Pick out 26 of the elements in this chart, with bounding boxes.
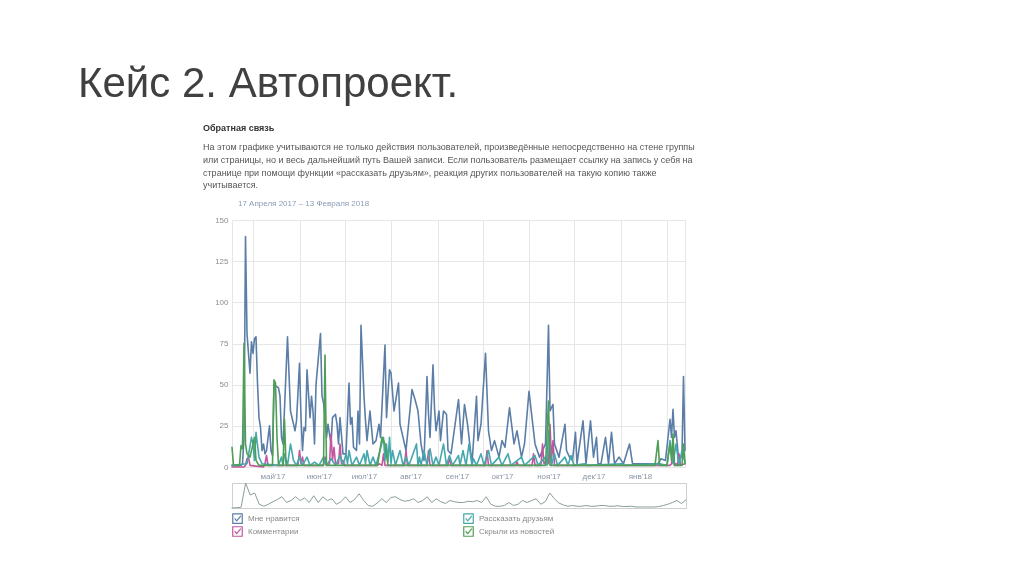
x-tick-label: сен'17 (445, 471, 470, 481)
y-tick-label: 0 (224, 462, 230, 472)
x-tick-label: май'17 (260, 471, 286, 481)
x-tick-label: окт'17 (491, 471, 515, 481)
y-tick-label: 150 (215, 215, 230, 225)
chart-title: Кейс 2. Автопроект. (78, 59, 459, 106)
legend-label: Скрыли из новостей (479, 526, 555, 536)
x-tick-label: авг'17 (399, 471, 423, 481)
legend-label: Комментарии (248, 526, 299, 536)
x-tick-label: янв'18 (628, 471, 653, 481)
legend-label: Рассказать друзьям (479, 513, 554, 523)
y-tick-label: 100 (215, 297, 230, 307)
y-tick-label: 50 (219, 380, 230, 390)
line-series (231, 429, 686, 467)
y-tick-label: 125 (215, 256, 230, 266)
y-tick-label: 25 (219, 421, 230, 431)
x-tick-label: дек'17 (582, 471, 607, 481)
chart-subtitle: Обратная связь (203, 122, 275, 134)
text: 17 Апреля 2017 – 13 Февраля 2018 (238, 198, 370, 210)
line-series (231, 342, 686, 467)
text: На этом графике учитываются не только действия пользователей, произведённые непосредственно на стене группы или страницы, но и весь дальнейший путь Вашей записи. Если пользователь размещает ссылку на запись у себя на странице при помощи функции «рассказать друзьям», реакция других пользователей на такую копию также учитывается. (203, 141, 695, 193)
y-tick-label: 75 (219, 339, 230, 348)
x-tick-label: июн'17 (306, 471, 333, 481)
x-tick-label: ноя'17 (537, 471, 562, 481)
x-tick-label: июл'17 (351, 471, 378, 481)
legend-label: Мне нравится (248, 513, 300, 523)
